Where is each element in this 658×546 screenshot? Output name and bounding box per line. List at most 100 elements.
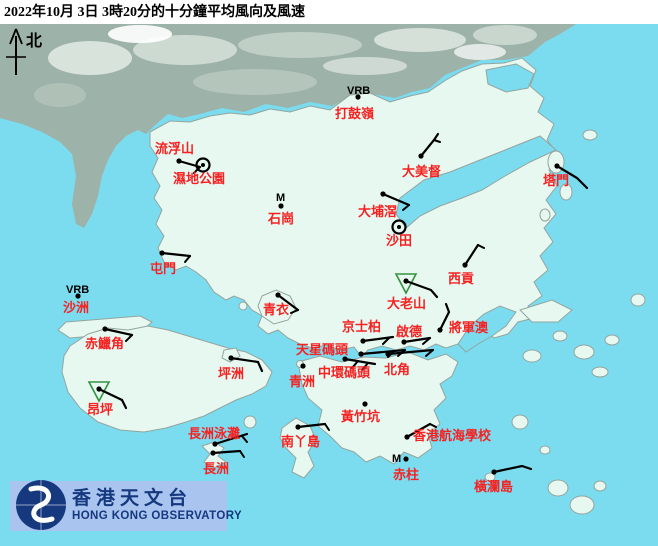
wind-barb-tick (184, 255, 191, 263)
station-label: 赤柱 (393, 467, 419, 482)
station-dot (380, 191, 386, 197)
station-label: 濕地公園 (173, 171, 225, 186)
station-dot (228, 355, 234, 361)
station-label: 長洲 (203, 461, 229, 476)
station-tuen-mun: 屯門 (150, 250, 192, 276)
station-tap-mun: 塔門 (543, 163, 589, 190)
station-label: 大美督 (402, 164, 441, 179)
station-label: 中環碼頭 (318, 365, 371, 380)
station-label: 昂坪 (87, 402, 113, 417)
wind-barb-tick (477, 244, 485, 249)
wind-barb (359, 348, 407, 356)
wind-barb-tick (193, 166, 201, 174)
station-label: 啟德 (396, 324, 422, 339)
station-shek-kong: M 石崗 (267, 192, 294, 226)
north-arrow-icon (6, 28, 26, 75)
station-tag: M (276, 192, 285, 204)
station-dot (362, 401, 368, 407)
station-dot (342, 356, 348, 362)
station-dot (401, 339, 407, 345)
station-dot (360, 338, 366, 344)
station-dot (418, 153, 424, 159)
title-bar (0, 0, 658, 24)
station-tag: VRB (66, 284, 89, 296)
station-dot (403, 456, 409, 462)
station-dot (358, 351, 364, 357)
hko-logo: 香港天文台 HONG KONG OBSERVATORY (10, 480, 242, 531)
station-label: 天星碼頭 (296, 342, 349, 357)
station-dot (278, 203, 284, 209)
starling-inlet (485, 63, 535, 93)
station-dot (96, 386, 102, 392)
wind-barb (381, 192, 411, 207)
station-dot (75, 293, 81, 299)
station-wong-chuk-hang: 黃竹坑 (340, 401, 380, 424)
station-dot (404, 434, 410, 440)
station-tag: M (392, 453, 401, 465)
station-hk-sea-school: 香港航海學校 (404, 422, 492, 443)
tsing-yi-island (257, 289, 297, 325)
wind-barb (276, 293, 300, 312)
station-cheung-chau: 長洲 (203, 449, 245, 476)
station-dot (295, 424, 301, 430)
station-north-point: 北角 (384, 348, 435, 377)
station-label: 打鼓嶺 (335, 106, 374, 121)
station-label: 南丫島 (281, 434, 320, 449)
lamma-island-shape (279, 417, 317, 479)
station-dot (397, 225, 401, 229)
station-central-pier: 中環碼頭 (318, 356, 377, 380)
station-dot (176, 158, 182, 164)
station-lamma-island: 南丫島 (281, 422, 330, 449)
station-label: 石崗 (267, 211, 294, 226)
wind-barb (405, 422, 432, 439)
station-label: 流浮山 (155, 141, 194, 156)
wind-barb (386, 348, 435, 356)
wind-barb-tick (433, 139, 441, 143)
lantau-island (61, 325, 273, 433)
wind-barb-tick (324, 423, 330, 431)
wind-barb (296, 422, 327, 429)
station-dot (300, 363, 306, 369)
wind-barb (555, 164, 589, 190)
station-green-island: 青洲 (289, 363, 315, 389)
wind-barb (211, 449, 242, 455)
station-kai-tak: 啟德 (396, 324, 432, 345)
station-sai-kung: 西貢 (448, 243, 485, 286)
station-label: 塔門 (543, 173, 569, 188)
logo-english: HONG KONG OBSERVATORY (72, 510, 242, 522)
station-dot (554, 163, 560, 169)
station-dot (491, 469, 497, 475)
port-shelter (457, 305, 517, 353)
station-tai-mei-tuk: 大美督 (402, 132, 441, 179)
station-label: 沙田 (386, 233, 412, 248)
station-label: 將軍澳 (449, 320, 489, 335)
station-dot (403, 278, 409, 284)
station-label: 黃竹坑 (340, 409, 380, 424)
station-tsing-yi: 青衣 (263, 292, 300, 317)
wind-barb (229, 356, 264, 373)
wind-barb-tick (425, 349, 434, 357)
station-tai-po-kau: 大埔滘 (358, 191, 411, 219)
wind-barb (343, 357, 377, 366)
station-kings-park: 京士柏 (342, 319, 395, 345)
wind-barb (103, 327, 134, 337)
wind-barb (492, 464, 533, 474)
station-ngong-ping: 昂坪 (87, 381, 128, 417)
wind-barb-tick (241, 435, 248, 443)
station-label: 西貢 (448, 271, 474, 286)
wind-barb-tick (125, 334, 133, 342)
wind-barb-tick (361, 362, 369, 371)
wind-barb-tick (422, 337, 431, 345)
station-dot (275, 292, 281, 298)
station-peng-chau: 坪洲 (218, 355, 264, 381)
wind-barb-tick (239, 450, 245, 458)
station-dot (210, 450, 216, 456)
wind-barb (404, 279, 439, 299)
station-label: 香港航海學校 (412, 428, 492, 443)
station-label: 京士柏 (342, 319, 381, 334)
wind-barb-tick (402, 204, 410, 211)
wind-barb-tick (351, 360, 359, 369)
station-cheung-chau-beach: 長洲泳灘 (188, 426, 249, 447)
station-dot (462, 262, 468, 268)
